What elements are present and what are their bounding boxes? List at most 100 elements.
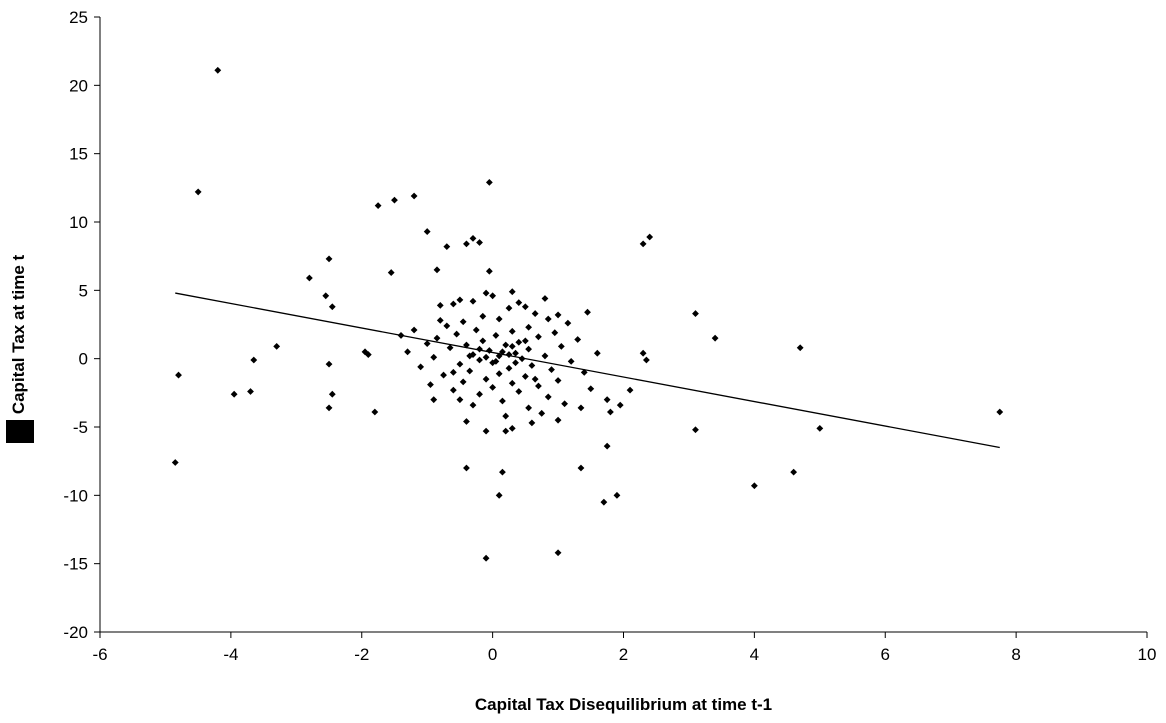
data-point [515,299,523,307]
data-point [541,352,549,360]
data-point [374,202,382,209]
data-point [328,390,336,398]
data-point [436,317,444,324]
data-point [567,358,575,365]
data-point [433,334,441,342]
data-point [489,359,497,367]
y-ticks: -20 -15 -10 -5 0 5 10 15 20 25 [63,8,100,642]
ylabel-marker [6,420,34,443]
data-point [495,315,503,323]
data-point [499,468,506,476]
data-point [306,274,313,282]
data-point [482,353,490,361]
data-point [250,356,258,364]
axes [99,17,1147,633]
data-point [479,312,487,320]
data-point [531,310,539,317]
data-point [463,418,470,425]
data-point [194,188,202,196]
data-point [463,464,470,472]
data-points [171,66,1004,562]
data-point [521,373,529,380]
data-point [469,235,477,242]
data-point [247,388,254,395]
data-point [230,390,238,398]
data-point [485,178,493,186]
data-point [404,348,411,356]
data-point [521,337,529,345]
data-point [541,295,549,302]
data-point [175,371,182,379]
x-tick-label: 0 [488,645,497,664]
data-point [600,498,608,506]
data-point [485,267,493,275]
data-point [273,342,281,350]
data-point [443,322,451,330]
data-point [544,393,552,401]
x-ticks: -6 -4 -2 0 2 4 6 8 10 [92,632,1156,664]
data-point [531,375,539,383]
data-point [463,240,470,248]
data-point [554,549,562,557]
data-point [639,349,647,357]
data-point [816,424,824,432]
data-point [479,337,487,345]
data-point [492,332,500,339]
data-point [453,330,461,338]
data-point [508,342,516,350]
data-point [423,340,431,348]
data-point [551,329,559,337]
y-tick-label: -20 [63,623,88,642]
data-point [171,459,179,466]
data-point [476,239,483,246]
data-point [459,378,467,386]
data-point [508,424,516,432]
data-point [505,304,513,312]
data-point [538,409,546,417]
data-point [525,323,533,331]
y-tick-label: 25 [69,8,88,27]
data-point [515,388,523,395]
data-point [423,228,431,235]
data-point [489,292,497,300]
data-point [391,196,398,204]
data-point [796,344,804,352]
data-point [528,362,536,369]
data-point [508,327,516,335]
data-point [440,371,447,379]
data-point [587,385,595,393]
data-point [449,386,457,394]
x-axis-title: Capital Tax Disequilibrium at time t-1 [475,695,772,714]
data-point [472,326,480,334]
data-point [692,310,699,317]
data-point [512,359,519,367]
data-point [528,419,536,427]
data-point [574,336,582,343]
data-point [482,375,490,383]
data-point [548,366,555,373]
data-point [417,363,425,371]
data-point [469,401,477,409]
data-point [564,319,572,327]
data-point [544,315,552,323]
data-point [436,301,444,309]
data-point [502,412,510,420]
data-point [593,349,601,357]
data-point [430,396,438,404]
data-point [443,243,451,250]
data-point [325,404,333,412]
trendline [175,292,1000,449]
x-tick-label: 6 [881,645,890,664]
data-point [515,338,523,346]
data-point [508,379,516,387]
data-point [502,427,510,435]
data-point [554,377,562,384]
data-point [433,266,441,274]
data-point [607,408,614,416]
data-point [430,353,438,361]
data-point [646,233,654,241]
y-tick-label: -15 [63,555,88,574]
y-tick-label: 10 [69,213,88,232]
data-point [482,289,490,297]
